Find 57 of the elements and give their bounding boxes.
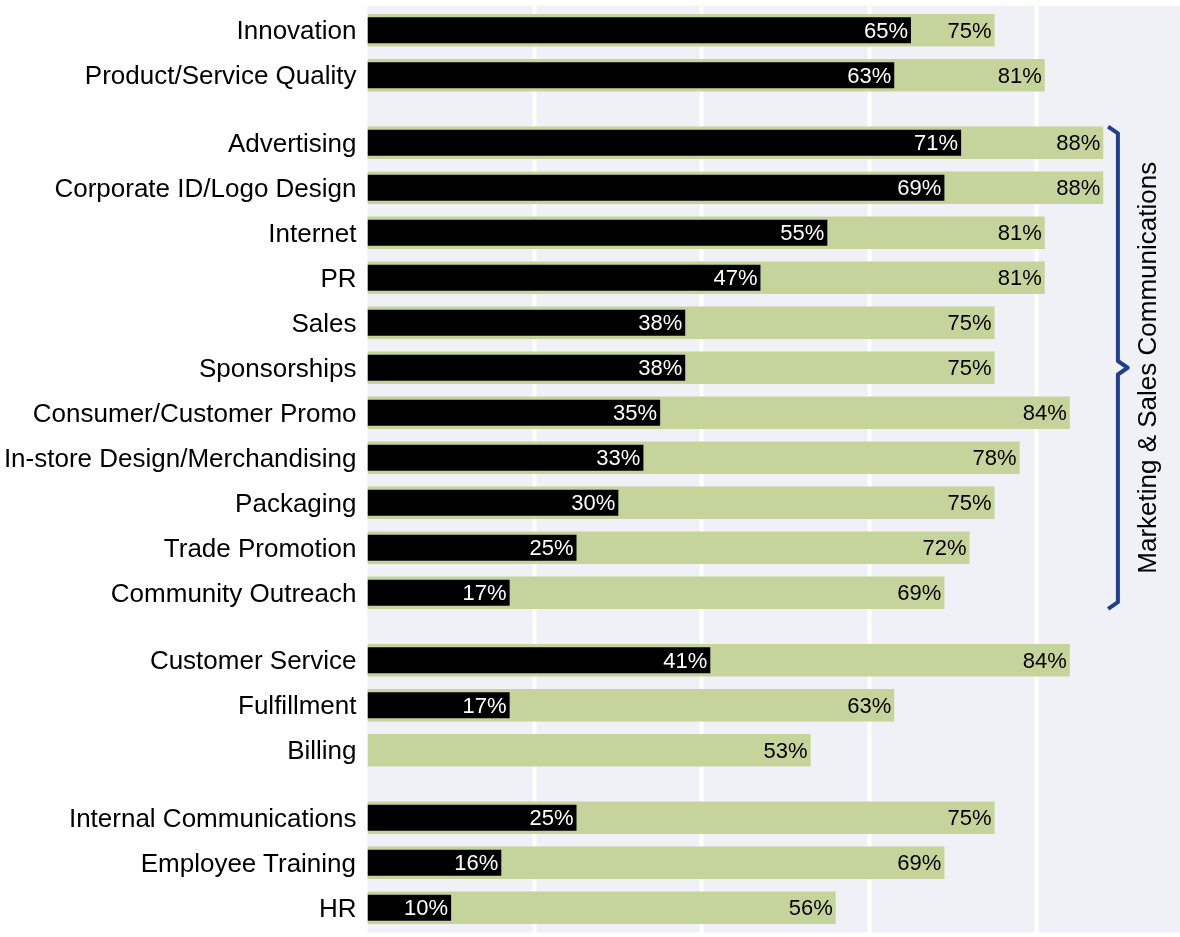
data-label: 25%: [529, 535, 574, 561]
data-label: 81%: [997, 62, 1042, 88]
y-tick-label: Consumer/Customer Promo: [32, 397, 357, 428]
y-tick-label: Internal Communications: [68, 802, 357, 833]
data-label: 69%: [897, 175, 942, 201]
y-tick-label: Customer Service: [149, 645, 357, 676]
y-tick-label: Sales: [291, 307, 357, 338]
data-label: 47%: [713, 265, 758, 291]
data-label: 56%: [788, 895, 833, 921]
data-label: 72%: [922, 535, 967, 561]
data-label: 88%: [1056, 130, 1101, 156]
data-label: 41%: [663, 647, 708, 673]
y-tick-label: Sponsorships: [198, 352, 357, 383]
data-label: 75%: [947, 490, 992, 516]
data-label: 75%: [947, 310, 992, 336]
data-label: 75%: [947, 17, 992, 43]
data-label: 38%: [638, 355, 683, 381]
y-tick-label: Internet: [268, 217, 358, 248]
data-label: 69%: [897, 850, 942, 876]
data-label: 81%: [997, 220, 1042, 246]
data-label: 78%: [972, 445, 1017, 471]
data-label: 10%: [404, 895, 449, 921]
y-tick-label: Innovation: [236, 15, 357, 46]
data-label: 84%: [1022, 400, 1067, 426]
data-label: 81%: [997, 265, 1042, 291]
y-tick-label: Community Outreach: [110, 577, 357, 608]
data-label: 17%: [462, 692, 507, 718]
y-tick-label: In-store Design/Merchandising: [3, 442, 357, 473]
y-tick-label: Product/Service Quality: [84, 60, 357, 91]
data-label: 17%: [462, 580, 507, 606]
y-tick-label: HR: [318, 892, 357, 923]
y-tick-label: Corporate ID/Logo Design: [54, 172, 357, 203]
y-tick-label: Advertising: [227, 127, 357, 158]
data-label: 38%: [638, 310, 683, 336]
y-tick-label: Packaging: [235, 487, 357, 518]
y-tick-label: Trade Promotion: [163, 532, 357, 563]
data-label: 69%: [897, 580, 942, 606]
y-tick-label: Fulfillment: [238, 690, 358, 721]
data-label: 16%: [454, 850, 499, 876]
y-tick-label: PR: [320, 262, 357, 293]
data-label: 84%: [1022, 647, 1067, 673]
data-label: 53%: [763, 737, 808, 763]
data-label: 35%: [613, 400, 658, 426]
data-label: 63%: [847, 62, 892, 88]
data-label: 71%: [914, 130, 959, 156]
data-label: 55%: [780, 220, 825, 246]
data-label: 75%: [947, 355, 992, 381]
y-tick-label: Employee Training: [140, 847, 357, 878]
data-label: 33%: [596, 445, 641, 471]
data-label: 30%: [571, 490, 616, 516]
data-label: 65%: [863, 17, 908, 43]
data-label: 25%: [529, 805, 574, 831]
data-label: 63%: [847, 692, 892, 718]
text: Marketing & Sales Communications: [1132, 161, 1163, 574]
y-tick-label: Billing: [287, 735, 357, 766]
data-label: 75%: [947, 805, 992, 831]
data-label: 88%: [1056, 175, 1101, 201]
